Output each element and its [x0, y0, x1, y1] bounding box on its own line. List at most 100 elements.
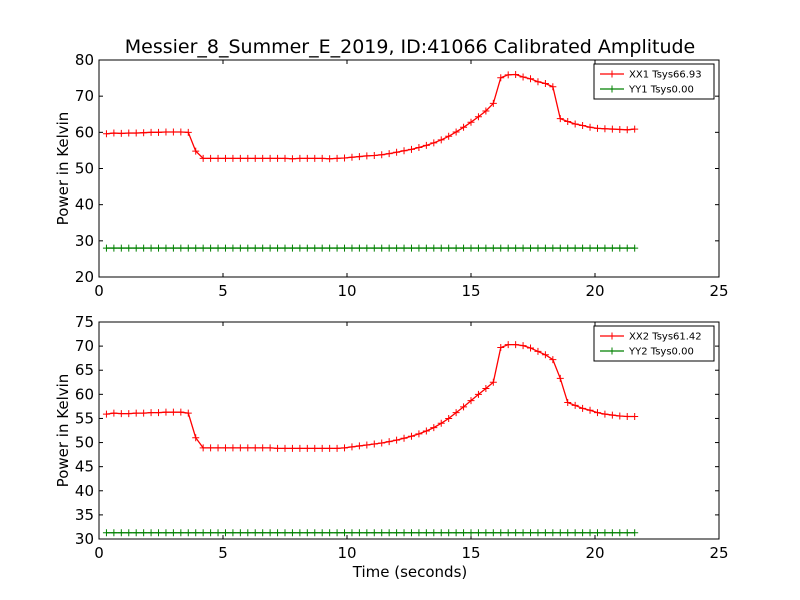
data-point-marker — [162, 244, 170, 252]
y-tick-label: 30 — [75, 232, 94, 250]
data-point-marker — [519, 244, 527, 252]
data-point-marker — [236, 444, 244, 452]
data-point-marker — [162, 128, 170, 136]
data-point-marker — [274, 244, 282, 252]
data-point-marker — [631, 413, 639, 421]
data-point-marker — [482, 107, 490, 115]
data-point-marker — [229, 444, 237, 452]
data-point-marker — [214, 154, 222, 162]
data-point-marker — [474, 113, 482, 121]
data-point-marker — [251, 244, 259, 252]
data-point-marker — [110, 409, 118, 417]
data-point-marker — [616, 412, 624, 420]
data-point-marker — [430, 244, 438, 252]
data-point-marker — [355, 442, 363, 450]
data-point-marker — [512, 70, 520, 78]
x-tick-label: 10 — [337, 544, 356, 562]
data-point-marker — [125, 129, 133, 137]
data-point-marker — [460, 244, 468, 252]
x-tick-label: 15 — [461, 282, 480, 300]
data-point-marker — [593, 244, 601, 252]
series-line — [106, 73, 635, 160]
data-point-marker — [608, 529, 616, 537]
data-point-marker — [177, 408, 185, 416]
data-point-marker — [460, 529, 468, 537]
legend: XX2 Tsys61.42 YY2 Tsys0.00 — [593, 325, 715, 362]
data-point-marker — [534, 529, 542, 537]
y-tick-label: 60 — [75, 385, 94, 403]
data-point-marker — [341, 244, 349, 252]
data-point-marker — [452, 244, 460, 252]
data-point-marker — [199, 154, 207, 162]
data-point-marker — [593, 409, 601, 417]
data-point-marker — [355, 153, 363, 161]
data-point-marker — [504, 341, 512, 349]
data-point-marker — [333, 244, 341, 252]
data-point-marker — [445, 132, 453, 140]
data-point-marker — [236, 244, 244, 252]
data-point-marker — [326, 529, 334, 537]
data-point-marker — [527, 75, 535, 83]
data-point-marker — [497, 74, 505, 82]
data-point-marker — [147, 128, 155, 136]
data-point-marker — [556, 244, 564, 252]
data-point-marker — [631, 244, 639, 252]
x-tick-label: 25 — [709, 544, 728, 562]
data-point-marker — [169, 408, 177, 416]
y-tick-label: 60 — [75, 123, 94, 141]
data-point-marker — [229, 154, 237, 162]
legend-label: YY1 Tsys0.00 — [628, 85, 694, 96]
data-point-marker — [564, 117, 572, 125]
data-point-marker — [482, 529, 490, 537]
data-point-marker — [474, 390, 482, 398]
data-point-marker — [497, 244, 505, 252]
data-point-marker — [549, 356, 557, 364]
data-point-marker — [482, 244, 490, 252]
data-point-marker — [147, 529, 155, 537]
data-point-marker — [378, 529, 386, 537]
data-point-marker — [348, 529, 356, 537]
data-point-marker — [296, 154, 304, 162]
data-point-marker — [393, 244, 401, 252]
data-point-marker — [117, 244, 125, 252]
y-tick-label: 70 — [75, 337, 94, 355]
data-point-marker — [579, 244, 587, 252]
data-point-marker — [422, 244, 430, 252]
data-point-marker — [586, 244, 594, 252]
data-point-marker — [221, 244, 229, 252]
data-point-marker — [422, 141, 430, 149]
data-point-marker — [504, 244, 512, 252]
data-point-marker — [623, 529, 631, 537]
y-tick-label: 50 — [75, 434, 94, 452]
x-tick-label: 0 — [94, 282, 104, 300]
data-point-marker — [110, 129, 118, 137]
data-point-marker — [184, 128, 192, 136]
data-point-marker — [192, 147, 200, 155]
data-point-marker — [192, 244, 200, 252]
x-axis-label: Time (seconds) — [352, 563, 468, 581]
data-point-marker — [400, 244, 408, 252]
data-point-marker — [251, 154, 259, 162]
data-point-marker — [460, 403, 468, 411]
data-point-marker — [489, 244, 497, 252]
data-point-marker — [564, 399, 572, 407]
data-point-marker — [534, 347, 542, 355]
data-point-marker — [519, 342, 527, 350]
data-point-marker — [370, 440, 378, 448]
y-tick-label: 80 — [75, 51, 94, 69]
data-point-marker — [541, 529, 549, 537]
data-point-marker — [333, 154, 341, 162]
data-point-marker — [333, 444, 341, 452]
data-point-marker — [303, 444, 311, 452]
data-point-marker — [177, 529, 185, 537]
data-point-marker — [631, 529, 639, 537]
legend: XX1 Tsys66.93 YY1 Tsys0.00 — [593, 63, 715, 100]
data-point-marker — [184, 409, 192, 417]
data-point-marker — [147, 409, 155, 417]
data-point-marker — [527, 344, 535, 352]
y-tick-label: 30 — [75, 530, 94, 548]
x-tick-label: 20 — [585, 544, 604, 562]
data-point-marker — [445, 244, 453, 252]
data-point-marker — [586, 529, 594, 537]
data-point-marker — [623, 126, 631, 134]
